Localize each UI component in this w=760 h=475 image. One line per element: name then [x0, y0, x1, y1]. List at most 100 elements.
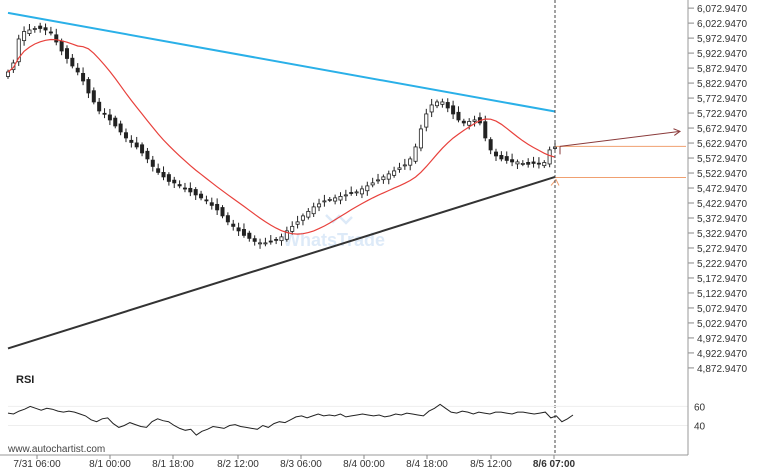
candle-body — [311, 206, 316, 215]
candle — [268, 235, 273, 245]
price-tick-label: 4,872.9470 — [697, 364, 747, 375]
candle-body — [236, 227, 241, 232]
candle — [424, 108, 429, 132]
candle-body — [140, 144, 145, 154]
candle — [376, 173, 381, 184]
candle-body — [6, 71, 11, 77]
candle — [209, 197, 214, 210]
candle — [161, 166, 166, 181]
candle — [81, 67, 86, 86]
candle — [456, 106, 461, 123]
candle-body — [440, 101, 445, 105]
source-label: www.autochartist.com — [7, 444, 105, 455]
candle — [75, 63, 80, 76]
candle-body — [11, 62, 16, 71]
price-tick-label: 6,072.9470 — [697, 4, 747, 15]
candle-body — [102, 112, 107, 115]
time-tick-label: 8/4 18:00 — [406, 459, 448, 470]
candle — [27, 23, 32, 37]
candle — [311, 202, 316, 217]
candle-body — [413, 146, 418, 162]
candle-body — [209, 202, 214, 206]
candle-body — [22, 31, 27, 42]
time-tick-label: 8/6 07:00 — [533, 459, 576, 470]
candle — [488, 137, 493, 155]
candle-body — [451, 105, 456, 115]
candle-body — [43, 27, 48, 31]
candle — [520, 160, 525, 167]
candle-body — [424, 113, 429, 128]
candle-body — [472, 119, 477, 122]
candle — [392, 166, 397, 178]
candle-body — [220, 207, 225, 217]
candle — [123, 128, 128, 143]
candle — [526, 158, 531, 168]
candle — [204, 195, 209, 205]
candle — [402, 158, 407, 170]
candle-body — [322, 200, 327, 203]
candle-body — [16, 38, 21, 63]
candle — [381, 174, 386, 184]
candle — [150, 155, 155, 172]
candle-body — [306, 210, 311, 218]
candle-body — [365, 185, 370, 192]
time-tick-label: 8/5 12:00 — [470, 459, 512, 470]
candle — [386, 170, 391, 185]
candle-body — [38, 25, 43, 29]
candle — [140, 142, 145, 157]
candle — [64, 45, 69, 64]
candle — [241, 223, 246, 238]
candle — [231, 219, 236, 231]
candle-body — [156, 168, 161, 173]
candle-body — [204, 199, 209, 202]
candle-body — [59, 40, 64, 52]
time-tick-label: 7/31 06:00 — [13, 459, 61, 470]
candle-body — [467, 121, 472, 126]
candle — [43, 23, 48, 36]
price-tick-label: 5,472.9470 — [697, 184, 747, 195]
candle — [515, 159, 520, 170]
candle-body — [107, 114, 112, 121]
candle — [263, 237, 268, 247]
candle — [510, 153, 515, 167]
candle — [349, 186, 354, 196]
candle — [86, 77, 91, 99]
candle-body — [397, 167, 402, 170]
candle — [172, 176, 177, 188]
rsi-tick-label: 60 — [694, 402, 706, 413]
price-tick-label: 5,172.9470 — [697, 274, 747, 285]
candle-body — [118, 123, 123, 133]
candle — [499, 151, 504, 162]
candle — [252, 235, 257, 246]
time-tick-label: 8/4 00:00 — [343, 459, 385, 470]
candle — [258, 238, 263, 249]
candle-body — [526, 161, 531, 165]
candle-body — [64, 48, 69, 59]
candle — [429, 98, 434, 118]
candle-body — [193, 189, 198, 196]
candle-body — [97, 101, 102, 112]
candle-body — [279, 236, 284, 242]
candle-body — [343, 194, 348, 197]
candle — [483, 115, 488, 142]
candle — [413, 143, 418, 164]
candle — [306, 208, 311, 220]
candle — [408, 156, 413, 171]
candle — [354, 189, 359, 196]
candle-body — [113, 117, 118, 127]
watermark-text: WhatsTrade — [283, 230, 385, 250]
candle — [107, 108, 112, 126]
candle — [343, 189, 348, 201]
candle-body — [408, 158, 413, 166]
candle — [279, 233, 284, 246]
candle-body — [429, 104, 434, 113]
candle-body — [520, 163, 525, 165]
candle — [327, 196, 332, 203]
price-tick-label: 5,972.9470 — [697, 34, 747, 45]
candle — [32, 26, 37, 33]
rsi-line — [7, 403, 574, 436]
candle — [102, 108, 107, 119]
candle — [16, 34, 21, 66]
candle-body — [542, 162, 547, 167]
candle-body — [263, 242, 268, 245]
